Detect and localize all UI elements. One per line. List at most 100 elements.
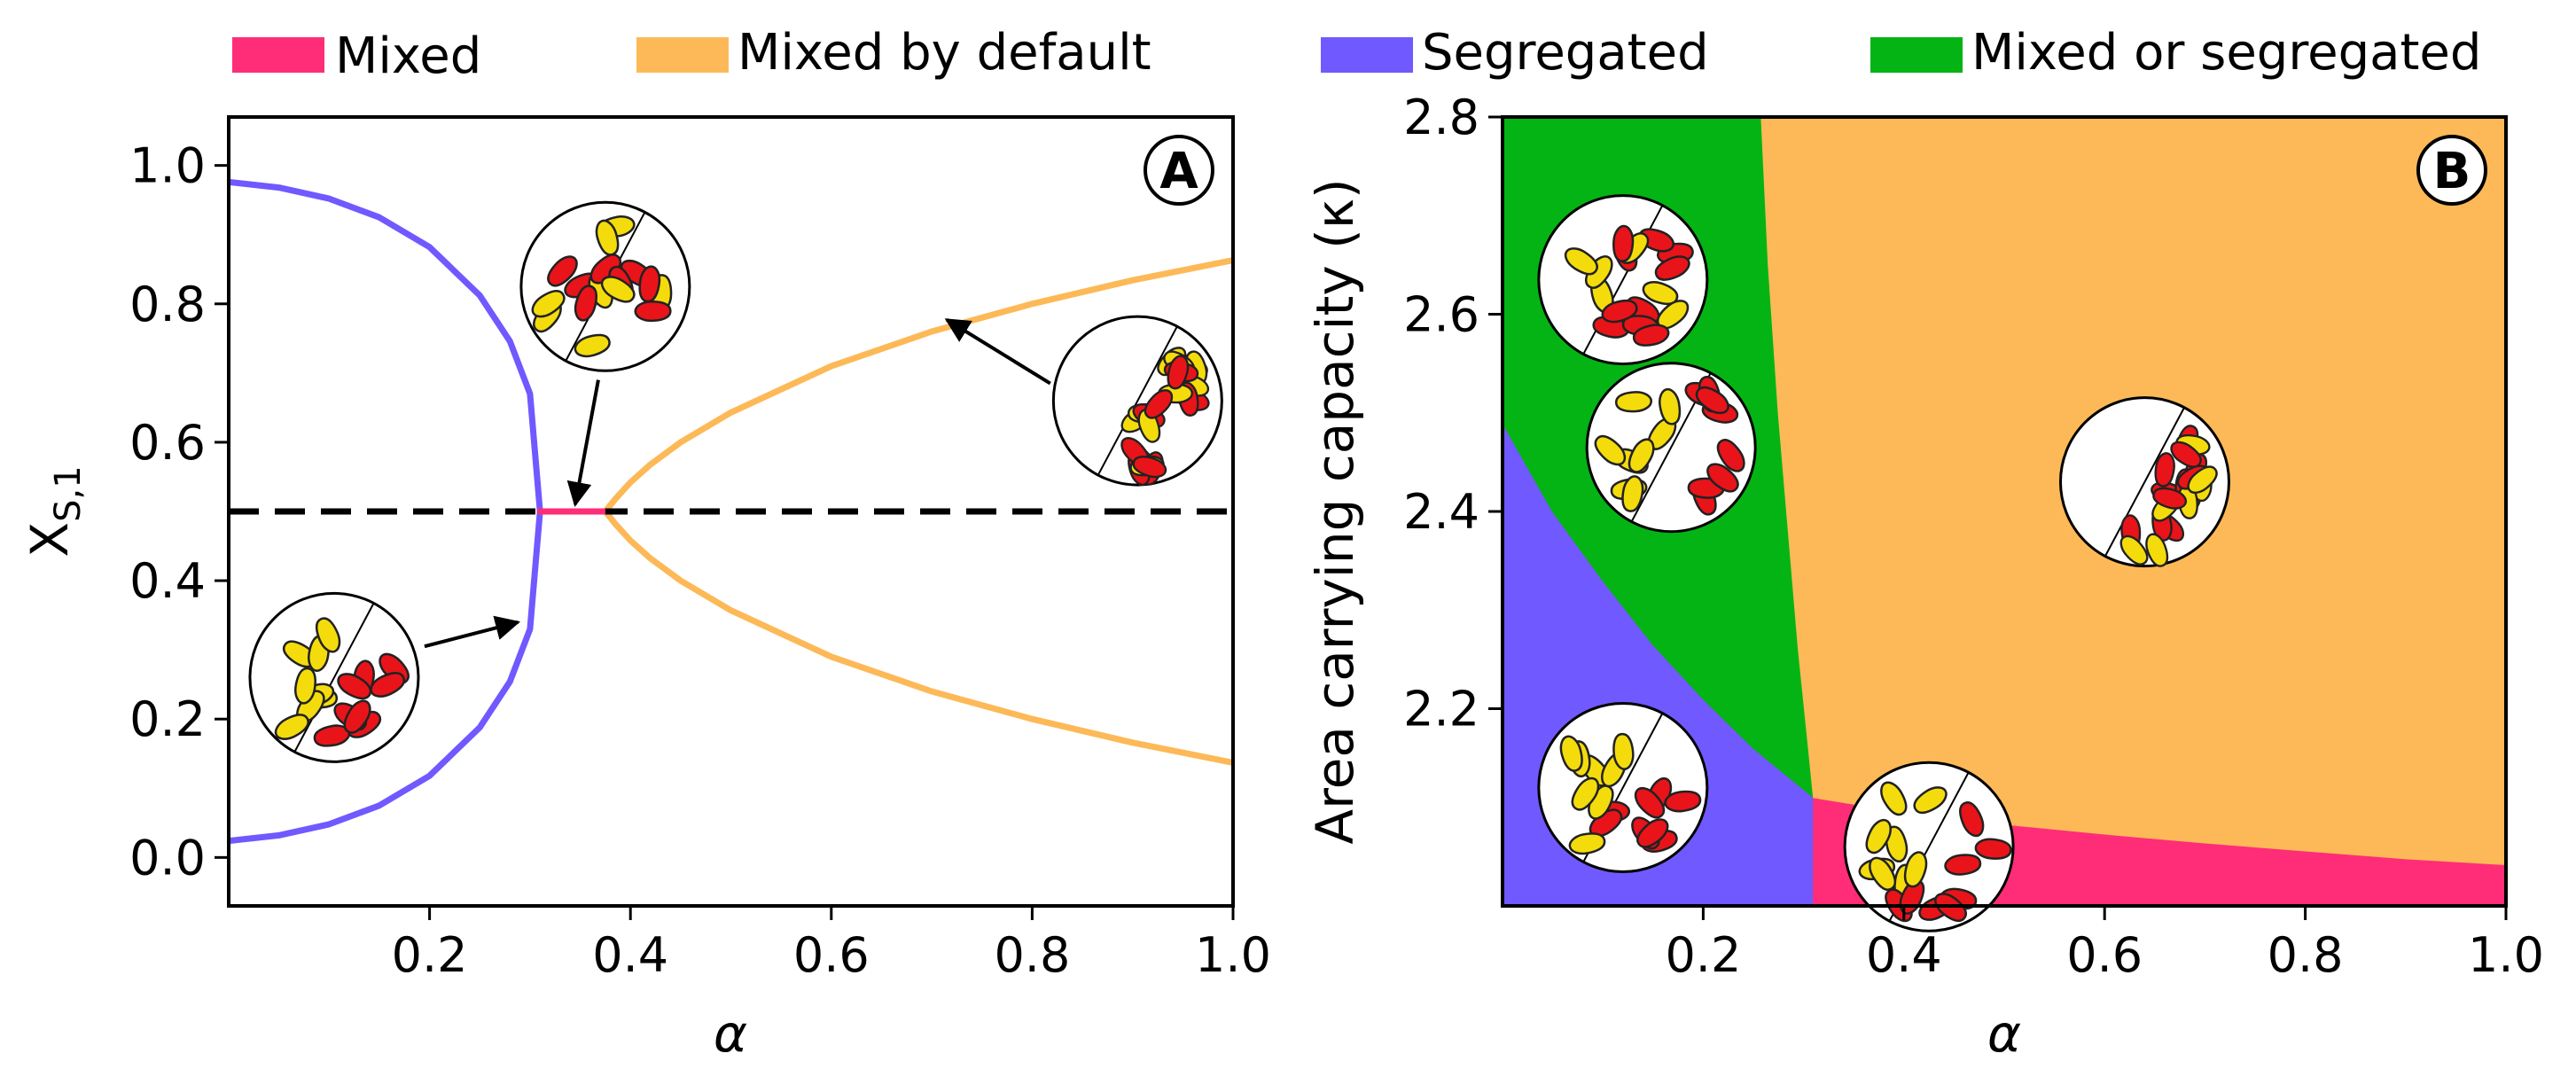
- panel-a: 0.2 0.4 0.6 0.8 1.0 0.0 0.2 0.4 0.6 0.8 1.0 A α XS…: [20, 115, 1271, 1064]
- yellow-particle: [274, 714, 309, 740]
- red-particle: [547, 255, 578, 287]
- red-particle: [1706, 463, 1739, 493]
- panel-a-x-tick-label: 0.4: [592, 927, 668, 983]
- panel-a-y-label: XS,1: [20, 465, 89, 557]
- yellow-particle: [1865, 818, 1892, 854]
- red-particle: [1612, 224, 1635, 262]
- inset-segregated: [1537, 702, 1709, 873]
- panel-b-y-tick-label: 2.2: [1403, 682, 1479, 737]
- red-particle: [2170, 441, 2202, 468]
- panel-a-y-tick-label: 0.2: [129, 691, 206, 747]
- legend-label-mixed-by-default: Mixed by default: [738, 24, 1151, 82]
- inset-compact: [2058, 396, 2230, 568]
- yellow-particle: [2119, 534, 2149, 566]
- red-particle: [1716, 439, 1745, 472]
- red-particle: [1144, 389, 1174, 419]
- legend: Mixed Mixed by default Segregated Mixed …: [232, 24, 2481, 85]
- yellow-particle: [1880, 781, 1908, 816]
- yellow-particle: [1571, 776, 1600, 811]
- red-particle: [337, 673, 372, 700]
- inset-mixed: [1537, 194, 1709, 366]
- red-particle: [1636, 818, 1669, 848]
- red-particle: [1974, 838, 2012, 860]
- red-particle: [1132, 456, 1167, 479]
- red-particle: [1695, 386, 1729, 415]
- yellow-particle: [1656, 300, 1690, 330]
- yellow-particle: [1913, 786, 1948, 815]
- yellow-particle: [1903, 851, 1928, 888]
- red-particle: [343, 699, 371, 734]
- legend-swatch-mixed-by-default: [636, 37, 729, 73]
- red-particle: [574, 285, 598, 322]
- legend-swatch-segregated: [1321, 37, 1413, 73]
- panel-b-y-label: Area carrying capacity (κ): [1305, 178, 1365, 844]
- yellow-particle: [1642, 281, 1679, 306]
- yellow-particle: [315, 617, 341, 653]
- red-particle: [1632, 324, 1670, 347]
- panel-b-x-tick-label: 0.8: [2268, 927, 2344, 983]
- panel-a-x-tick-label: 0.2: [392, 927, 468, 983]
- inset-divider: [1097, 325, 1178, 476]
- panel-a-x-tick-label: 0.6: [793, 927, 870, 983]
- yellow-particle: [595, 219, 620, 256]
- annotation-arrow: [424, 615, 521, 649]
- red-particle: [2152, 487, 2188, 510]
- yellow-particle: [294, 667, 316, 705]
- svg-text:B: B: [2433, 143, 2471, 200]
- yellow-particle: [1559, 735, 1583, 772]
- panel-a-y-tick-label: 1.0: [129, 138, 206, 194]
- legend-swatch-mixed: [232, 37, 324, 73]
- yellow-particle: [1869, 856, 1897, 891]
- red-particle: [1959, 801, 1985, 838]
- panel-a-badge: A: [1144, 135, 1214, 206]
- red-particle: [638, 265, 661, 303]
- annotation-arrow: [566, 379, 600, 507]
- annotation-arrow: [944, 318, 1051, 386]
- red-particle: [1664, 790, 1702, 813]
- red-particle: [2154, 452, 2175, 488]
- yellow-particle: [1659, 387, 1682, 425]
- yellow-particle: [1621, 475, 1644, 512]
- yellow-particle: [1568, 832, 1606, 855]
- inset-compact: [1051, 315, 1223, 487]
- panel-b-x-tick-label: 0.6: [2066, 927, 2143, 983]
- panel-a-y-tick-label: 0.4: [129, 553, 206, 609]
- panel-a-y-tick-label: 0.6: [129, 415, 206, 471]
- panel-b-y-tick-label: 2.8: [1403, 90, 1479, 145]
- legend-label-segregated: Segregated: [1422, 24, 1709, 82]
- yellow-particle: [1628, 438, 1655, 473]
- inset-mixed: [519, 200, 691, 372]
- red-particle: [1654, 255, 1690, 281]
- panel-b-y-tick-label: 2.6: [1403, 287, 1479, 343]
- yellow-particle: [2145, 533, 2169, 567]
- panel-b-badge: B: [2416, 135, 2487, 206]
- panel-b-x-tick-label: 0.4: [1866, 927, 1942, 983]
- panel-a-y-tick-label: 0.8: [129, 277, 206, 332]
- panel-a-x-tick-label: 1.0: [1195, 927, 1271, 983]
- yellow-particle: [1612, 732, 1635, 770]
- yellow-particle: [531, 290, 566, 318]
- panel-a-x-tick-label: 0.8: [994, 927, 1070, 983]
- panel-b-x-label: α: [1987, 1003, 2021, 1064]
- panel-a-x-label: α: [714, 1003, 747, 1064]
- panel-b: 0.2 0.4 0.6 0.8 1.0 2.2 2.4 2.6 2.8 B α Area car…: [1305, 90, 2544, 1064]
- yellow-particle: [574, 333, 611, 358]
- red-particle: [1944, 854, 1982, 876]
- legend-label-mixed: Mixed: [335, 27, 481, 85]
- yellow-particle: [600, 276, 636, 303]
- red-particle: [1167, 355, 1190, 390]
- panel-b-x-tick-label: 0.2: [1665, 927, 1741, 983]
- svg-text:A: A: [1159, 143, 1198, 200]
- legend-label-mixed-or-segregated: Mixed or segregated: [1971, 24, 2481, 82]
- yellow-particle: [1564, 247, 1598, 276]
- panel-b-y-tick-label: 2.4: [1403, 484, 1479, 540]
- red-particle: [1601, 299, 1638, 324]
- inset-segregated: [248, 591, 420, 763]
- legend-swatch-mixed-or-segregated: [1870, 37, 1963, 73]
- panel-a-frame: [227, 115, 1235, 908]
- yellow-particle: [2187, 465, 2218, 494]
- panel-a-y-tick-label: 0.0: [129, 830, 206, 886]
- red-particle: [634, 300, 672, 323]
- panel-b-x-tick-label: 1.0: [2468, 927, 2544, 983]
